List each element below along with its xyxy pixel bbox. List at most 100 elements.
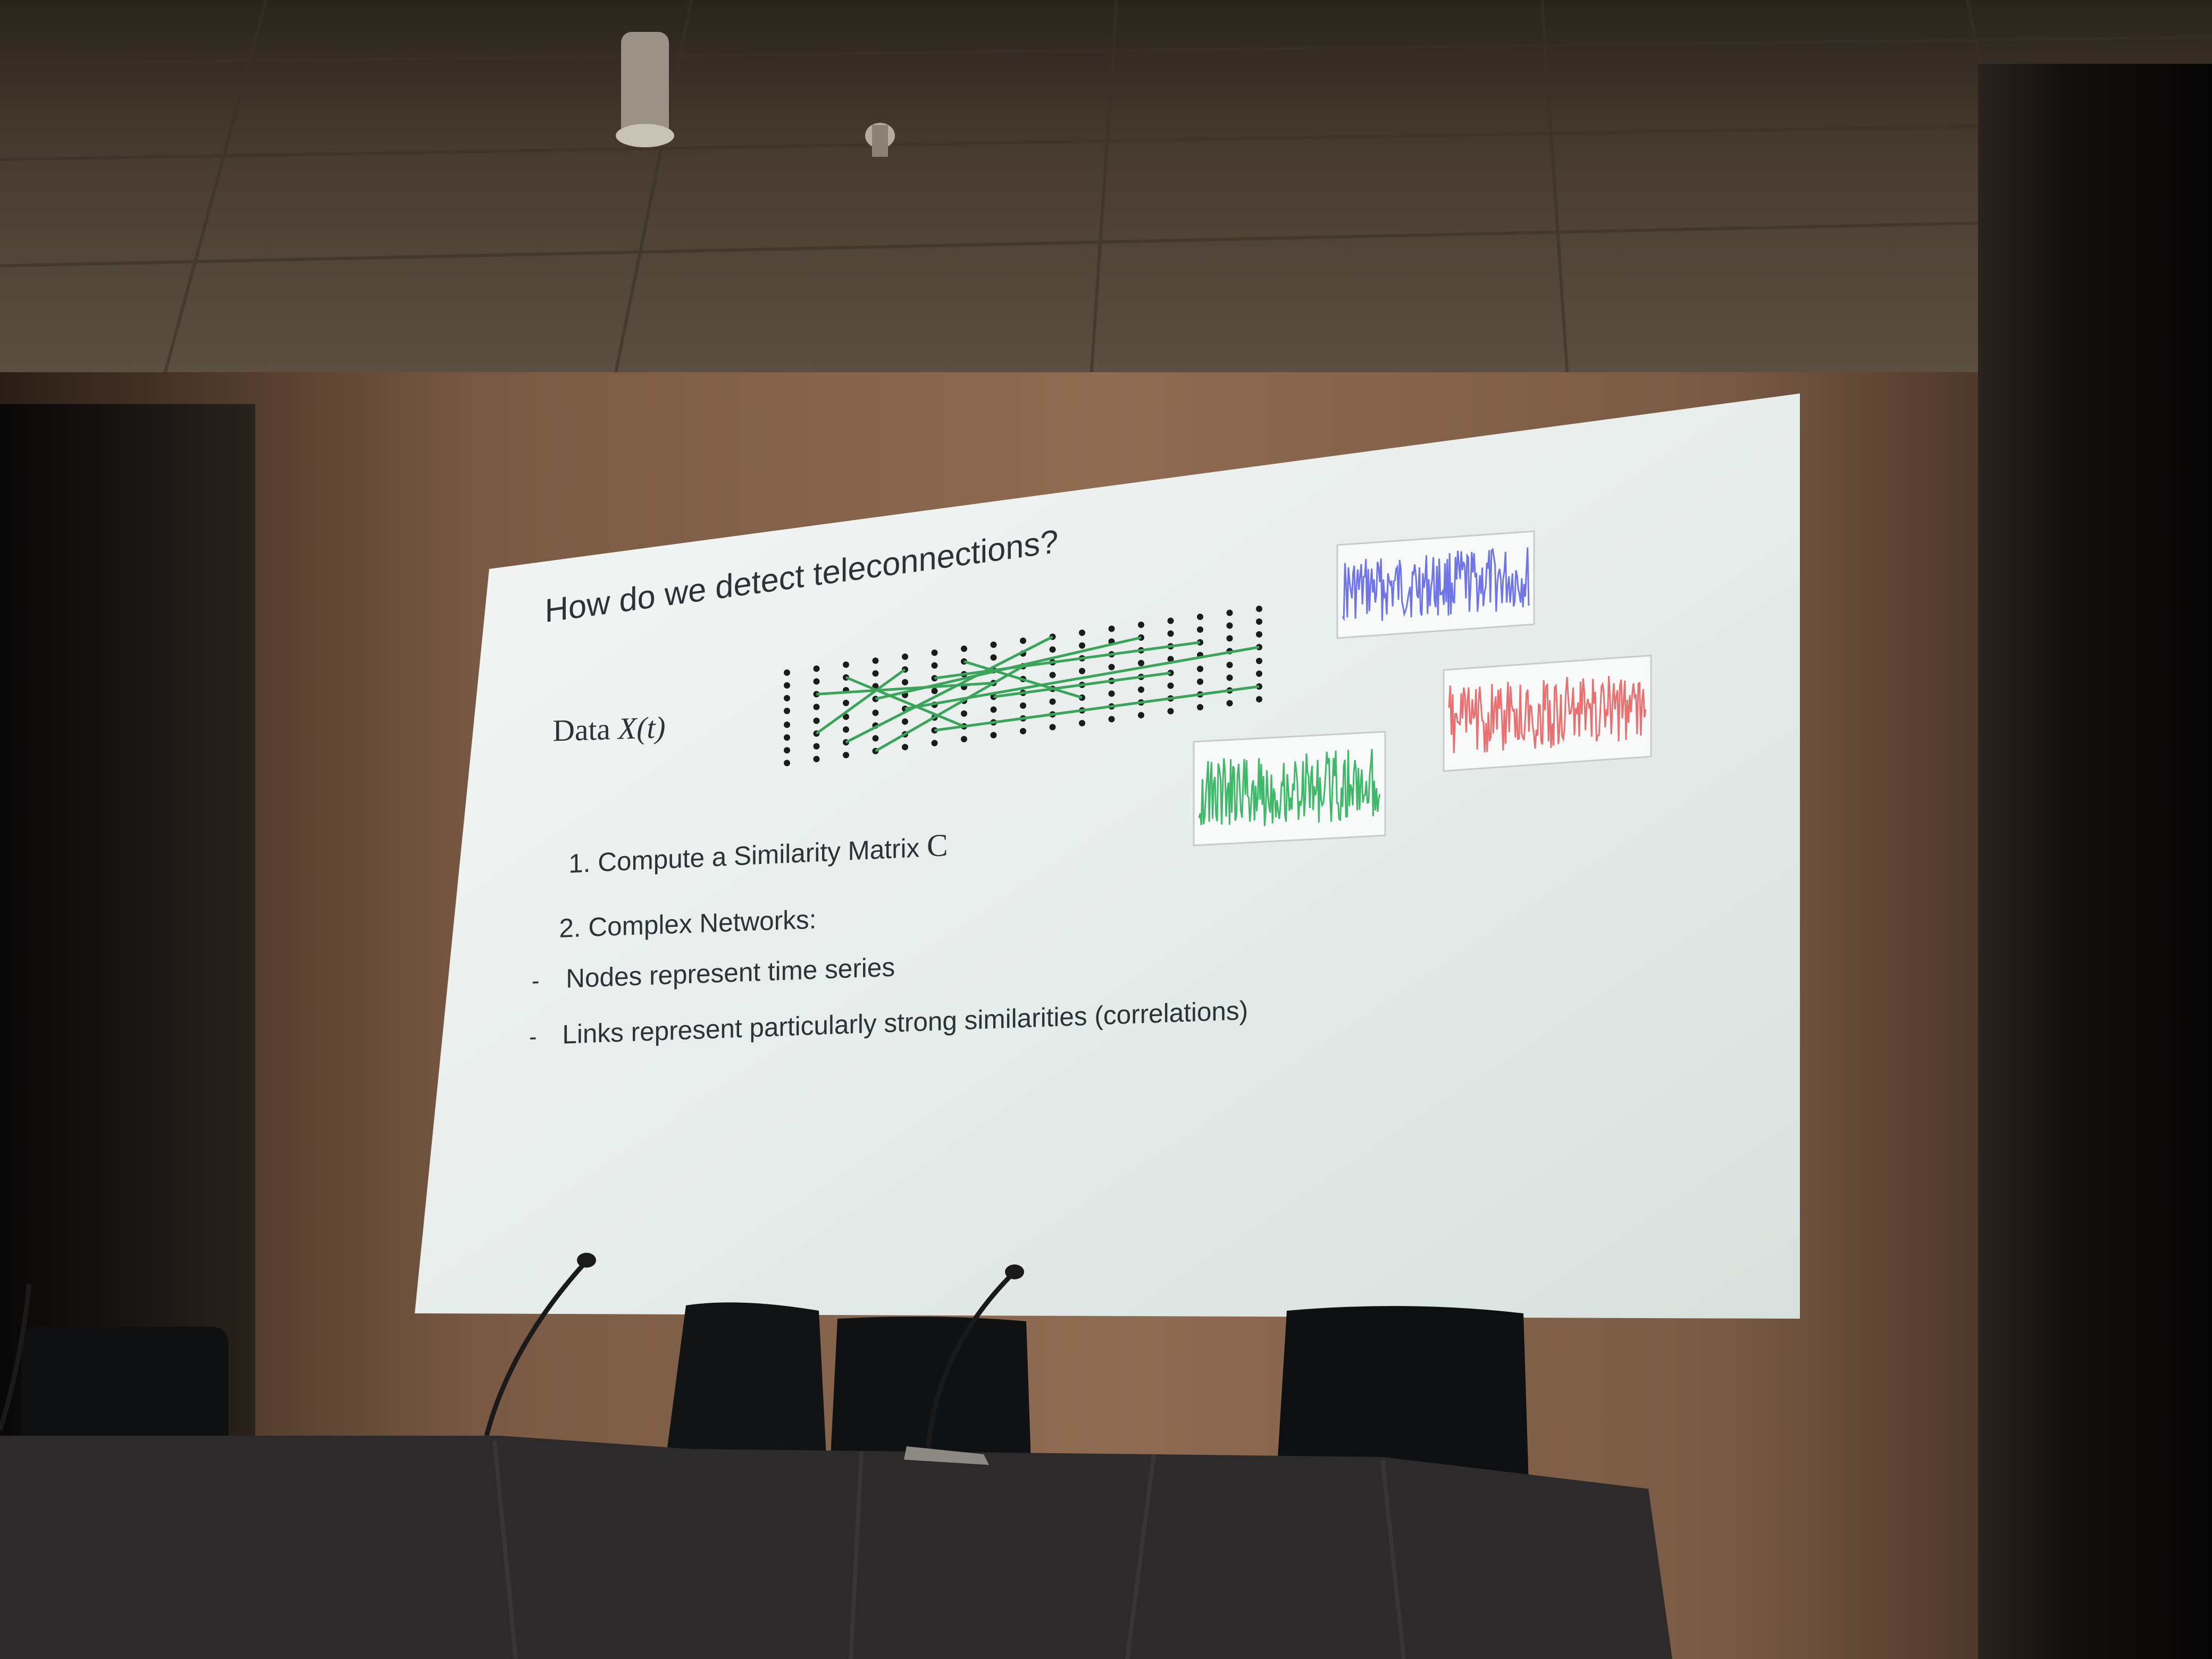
network-node bbox=[1079, 642, 1085, 649]
network-node bbox=[1256, 631, 1262, 638]
network-node bbox=[961, 736, 967, 742]
network-node bbox=[872, 670, 879, 677]
network-node bbox=[784, 734, 790, 741]
network-node bbox=[843, 661, 849, 668]
network-node bbox=[1079, 720, 1085, 726]
data-label: Data X(t) bbox=[553, 711, 666, 748]
network-node bbox=[1197, 678, 1203, 685]
network-node bbox=[872, 709, 879, 716]
network-node bbox=[813, 703, 820, 710]
network-node bbox=[990, 706, 997, 713]
network-node bbox=[1049, 646, 1056, 653]
ceiling bbox=[0, 0, 2212, 393]
network-link bbox=[934, 685, 1260, 732]
bullet-2-marker: - bbox=[529, 1024, 537, 1050]
network-node bbox=[1049, 724, 1056, 731]
network-node bbox=[784, 722, 790, 728]
network-node bbox=[990, 654, 997, 661]
curtain-right bbox=[1978, 64, 2212, 1659]
network-node bbox=[990, 641, 997, 648]
network-node bbox=[1226, 700, 1233, 707]
network-node bbox=[990, 732, 997, 739]
network-node bbox=[1197, 614, 1203, 620]
network-node bbox=[784, 695, 790, 701]
similarity-matrix-symbol: C bbox=[927, 827, 948, 864]
network-node bbox=[872, 735, 879, 742]
network-node bbox=[1108, 690, 1115, 697]
data-symbol: X(t) bbox=[617, 711, 665, 746]
red-time-series-plot bbox=[1443, 655, 1652, 772]
network-node bbox=[813, 717, 820, 724]
network-node bbox=[1138, 660, 1144, 666]
network-node bbox=[1167, 708, 1174, 715]
microphone-center bbox=[925, 1271, 1015, 1452]
network-node bbox=[813, 743, 820, 750]
network-node bbox=[1256, 606, 1262, 612]
network-node bbox=[843, 726, 849, 733]
network-link bbox=[963, 660, 1083, 699]
network-node bbox=[931, 649, 938, 656]
network-node bbox=[1020, 702, 1026, 709]
network-node bbox=[1138, 712, 1144, 718]
chair-center-left bbox=[665, 1302, 827, 1468]
network-node bbox=[1226, 622, 1233, 629]
network-node bbox=[813, 665, 820, 672]
network-node bbox=[1256, 658, 1262, 664]
blue-series-line bbox=[1342, 547, 1530, 622]
network-link bbox=[845, 676, 965, 728]
network-link bbox=[904, 646, 1260, 710]
network-node bbox=[902, 744, 908, 750]
network-node bbox=[961, 710, 967, 717]
network-node bbox=[813, 756, 820, 763]
network-node bbox=[1138, 622, 1144, 628]
network-node bbox=[931, 688, 938, 694]
network-node bbox=[1167, 617, 1174, 624]
network-node bbox=[1256, 618, 1262, 625]
network-links bbox=[816, 635, 1260, 752]
network-node bbox=[1197, 704, 1203, 710]
green-time-series-plot bbox=[1193, 731, 1386, 847]
network-node bbox=[961, 646, 967, 652]
network-node bbox=[1256, 671, 1262, 677]
network-link bbox=[875, 665, 1024, 752]
microphone-far-left bbox=[0, 1284, 32, 1431]
network-node bbox=[1108, 625, 1115, 632]
network-node bbox=[1167, 682, 1174, 689]
network-node bbox=[843, 700, 849, 706]
network-node bbox=[784, 747, 790, 753]
network-node bbox=[1256, 696, 1262, 702]
network-node bbox=[1167, 630, 1174, 637]
network-node bbox=[1020, 638, 1026, 644]
network-link bbox=[934, 641, 1201, 680]
network-node bbox=[1138, 686, 1144, 693]
green-series-line bbox=[1198, 749, 1381, 826]
network-node bbox=[1108, 664, 1115, 671]
network-node bbox=[902, 653, 908, 660]
bullet-1-marker: - bbox=[532, 968, 540, 994]
network-node bbox=[931, 740, 938, 747]
network-node bbox=[902, 679, 908, 685]
table-cloth bbox=[0, 1436, 1672, 1659]
network-node bbox=[784, 669, 790, 676]
red-series-line bbox=[1448, 676, 1647, 753]
network-node bbox=[784, 708, 790, 714]
network-node bbox=[784, 682, 790, 689]
network-node bbox=[931, 662, 938, 669]
network-node bbox=[1108, 716, 1115, 723]
network-node bbox=[1079, 668, 1085, 674]
network-node bbox=[843, 752, 849, 758]
network-node bbox=[813, 678, 820, 685]
network-node bbox=[1226, 609, 1233, 616]
network-link bbox=[816, 668, 906, 735]
blue-time-series-plot bbox=[1336, 530, 1535, 639]
network-node bbox=[1197, 626, 1203, 633]
network-node bbox=[872, 657, 879, 664]
network-node bbox=[1226, 635, 1233, 642]
network-node bbox=[1020, 728, 1026, 734]
microphone-left bbox=[484, 1261, 587, 1437]
